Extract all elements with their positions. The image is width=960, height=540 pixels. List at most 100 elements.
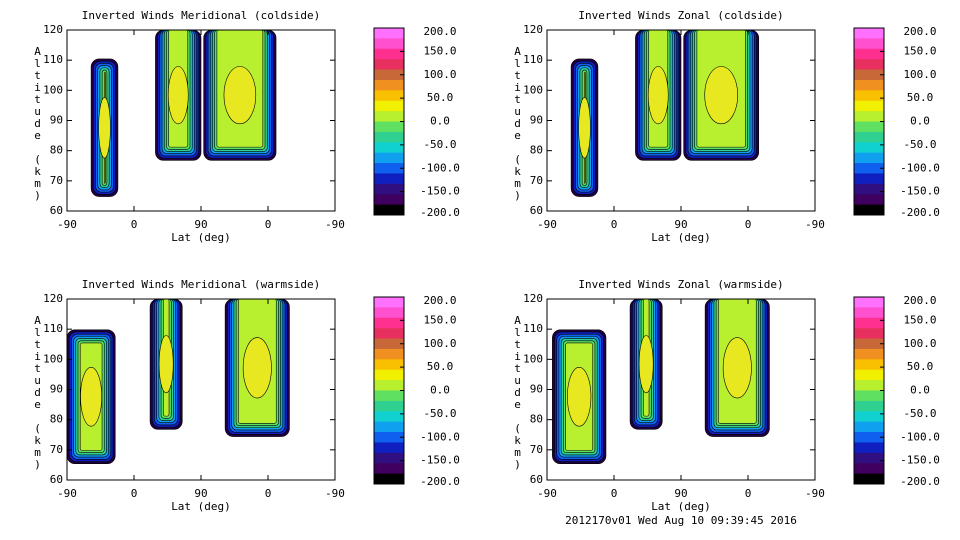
colorbar-label: 150.0 (903, 313, 936, 326)
y-tick-label: 110 (43, 53, 63, 66)
y-axis-label: Altitude (km) (31, 45, 44, 201)
y-tick-label: 80 (530, 413, 543, 426)
colorbar-band (374, 69, 404, 81)
colorbar-band (374, 100, 404, 112)
colorbar-band (854, 79, 884, 91)
y-tick-label: 70 (530, 443, 543, 456)
y-tick-label: 70 (50, 174, 63, 187)
contour-core (647, 66, 669, 125)
x-tick-label: 0 (611, 218, 618, 231)
colorbar-label: -200.0 (420, 475, 460, 488)
colorbar-label: -100.0 (420, 161, 460, 174)
colorbar-band (854, 380, 884, 391)
y-tick-label: 120 (43, 292, 63, 305)
colorbar-band (374, 152, 404, 164)
colorbar-band (854, 183, 884, 195)
y-tick-label: 100 (523, 352, 543, 365)
colorbar-label: -100.0 (900, 161, 940, 174)
colorbar-label: 100.0 (903, 68, 936, 81)
y-tick-label: 100 (43, 83, 63, 96)
colorbar-band (374, 432, 404, 443)
colorbar-label: -50.0 (903, 407, 936, 420)
footer: 2012170v01 Wed Aug 10 09:39:45 2016 (565, 514, 797, 527)
colorbar-band (374, 183, 404, 195)
colorbar-band (374, 204, 404, 216)
colorbar-band (854, 69, 884, 81)
colorbar-band (854, 338, 884, 350)
colorbar-label: 150.0 (423, 313, 456, 326)
colorbar-band (374, 421, 404, 433)
colorbar-label: -200.0 (900, 206, 940, 219)
colorbar-label: 100.0 (423, 68, 456, 81)
colorbar-band (854, 48, 884, 60)
colorbar-band (374, 131, 404, 143)
y-tick-label: 100 (43, 352, 63, 365)
colorbar-label: 100.0 (903, 337, 936, 350)
y-tick-label: 90 (530, 383, 543, 396)
contour-field (90, 29, 277, 197)
contour-core (158, 335, 174, 394)
x-tick-label: -90 (325, 487, 345, 500)
y-tick-label: 120 (523, 23, 543, 36)
colorbar-band (374, 121, 404, 133)
colorbar-band (854, 348, 884, 360)
colorbar-label: 50.0 (907, 360, 934, 373)
x-tick-label: 0 (611, 487, 618, 500)
colorbar-band (854, 59, 884, 71)
y-tick-label: 70 (530, 174, 543, 187)
colorbar-band (374, 48, 404, 60)
colorbar-band (374, 38, 404, 50)
contour-core (704, 66, 739, 125)
colorbar-label: -150.0 (420, 454, 460, 467)
colorbar-band (854, 152, 884, 164)
x-tick-label: 0 (131, 487, 138, 500)
x-tick-label: -90 (537, 218, 557, 231)
contour-field (552, 298, 770, 465)
colorbar-label: 50.0 (427, 91, 454, 104)
colorbar-band (854, 390, 884, 402)
colorbar-band (854, 359, 884, 371)
colorbar-label: -100.0 (900, 430, 940, 443)
x-tick-label: 0 (745, 487, 752, 500)
colorbar-band (854, 173, 884, 185)
x-tick-label: -90 (57, 218, 77, 231)
y-tick-label: 110 (523, 322, 543, 335)
contour-core (80, 366, 103, 427)
colorbar-band (854, 90, 884, 102)
colorbar-band (374, 390, 404, 402)
colorbar-band (374, 90, 404, 102)
contour-core (722, 337, 752, 399)
x-tick-label: -90 (57, 487, 77, 500)
colorbar-label: 200.0 (903, 294, 936, 307)
colorbar-label: 200.0 (903, 25, 936, 38)
colorbar-band (374, 338, 404, 350)
colorbar-band (374, 411, 404, 423)
x-tick-label: 90 (194, 218, 207, 231)
x-tick-label: 90 (674, 218, 687, 231)
colorbar-band (854, 307, 884, 319)
colorbar-label: -50.0 (423, 407, 456, 420)
x-tick-label: 0 (265, 218, 272, 231)
colorbar-label: -150.0 (420, 185, 460, 198)
colorbar-label: -150.0 (900, 454, 940, 467)
colorbar-band (374, 307, 404, 319)
colorbar-label: 50.0 (907, 91, 934, 104)
y-tick-label: 60 (50, 473, 63, 486)
colorbar-label: -150.0 (900, 185, 940, 198)
colorbar-label: -100.0 (420, 430, 460, 443)
colorbar-label: 200.0 (423, 294, 456, 307)
colorbar-band (374, 194, 404, 206)
contour-field (570, 29, 760, 197)
colorbar-label: 150.0 (423, 44, 456, 57)
colorbar-band (374, 400, 404, 412)
colorbar-label: 0.0 (910, 384, 930, 397)
x-axis-label: Lat (deg) (171, 231, 231, 244)
x-axis-label: Lat (deg) (171, 500, 231, 513)
y-tick-label: 110 (43, 322, 63, 335)
colorbar-band (854, 442, 884, 454)
y-tick-label: 90 (530, 114, 543, 127)
colorbar-band (374, 473, 404, 485)
colorbar-band (374, 348, 404, 360)
colorbar-band (854, 121, 884, 133)
colorbar-band (374, 463, 404, 475)
